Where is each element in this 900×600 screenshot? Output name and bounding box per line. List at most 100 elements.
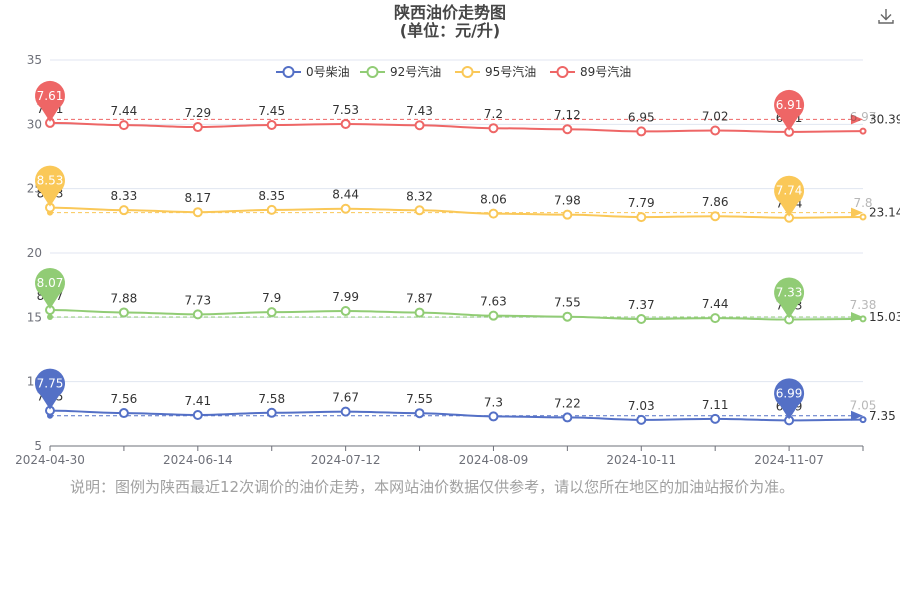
max-marker-label: 7.75: [37, 377, 64, 391]
data-label: 7.3: [484, 395, 503, 409]
data-label: 8.17: [184, 191, 211, 205]
average-value-label: 15.03: [869, 310, 900, 324]
data-label: 7.44: [111, 104, 138, 118]
data-point: [488, 310, 499, 321]
max-marker-shape: [35, 80, 65, 122]
data-label: 7.88: [111, 291, 138, 305]
min-marker-shape: [774, 175, 805, 217]
download-icon[interactable]: [876, 6, 896, 26]
data-point: [340, 203, 351, 214]
legend-symbol: [556, 66, 569, 78]
min-marker-label: 6.99: [776, 386, 803, 400]
data-label: 7.79: [628, 196, 655, 210]
series-line: [49, 121, 864, 133]
data-point: [266, 119, 277, 130]
data-label: 6.95: [628, 110, 655, 124]
data-label: 8.44: [332, 188, 359, 202]
legend: 0号柴油 92号汽油 95号汽油 89号汽油: [276, 64, 631, 79]
data-label: 7.73: [184, 293, 211, 307]
legend-item-0[interactable]: 0号柴油: [276, 65, 350, 79]
data-label: 8.32: [406, 189, 433, 203]
data-label: 7.9: [262, 291, 281, 305]
data-label: 8.35: [258, 189, 285, 203]
data-point: [488, 208, 499, 219]
data-point: [488, 123, 499, 134]
disclaimer-note: 说明：图例为陕西最近12次调价的油价走势，本网站油价数据仅供参考，请以您所在地区…: [70, 478, 795, 496]
series-0: 7.357.757.567.417.587.677.557.37.227.037…: [37, 390, 896, 426]
data-label: 7.55: [554, 296, 581, 310]
data-label: 7.11: [702, 398, 729, 412]
average-line-arrow: [851, 207, 863, 218]
data-point: [562, 311, 573, 322]
y-tick-label: 5: [34, 439, 42, 453]
data-point: [710, 313, 721, 324]
data-point: [710, 211, 721, 222]
legend-item-1[interactable]: 92号汽油: [360, 64, 441, 79]
data-point: [859, 213, 867, 221]
legend-label: 89号汽油: [580, 64, 631, 79]
legend-item-3[interactable]: 89号汽油: [550, 64, 631, 79]
data-point: [192, 309, 203, 320]
x-tick-label: 2024-10-11: [606, 453, 676, 467]
data-label: 7.67: [332, 391, 359, 405]
data-point: [636, 314, 647, 325]
data-point: [414, 408, 425, 419]
legend-item-2[interactable]: 95号汽油: [455, 64, 536, 79]
series-1: 15.038.077.887.737.97.997.877.637.557.37…: [37, 289, 900, 325]
max-marker-label: 8.53: [37, 174, 64, 188]
max-marker: 7.61: [35, 80, 65, 122]
x-tick-label: 2024-08-09: [459, 453, 529, 467]
y-tick-label: 30: [27, 117, 42, 131]
average-line-start: [47, 313, 53, 320]
data-label: 7.98: [554, 194, 581, 208]
average-line-arrow: [851, 410, 863, 421]
y-tick-label: 35: [27, 53, 42, 67]
data-point: [488, 411, 499, 422]
max-marker: 8.53: [35, 165, 65, 207]
series-2: 23.148.538.338.178.358.448.328.067.987.7…: [37, 187, 900, 223]
min-marker: 7.33: [774, 277, 805, 319]
data-label: 7.8: [853, 196, 872, 210]
data-point: [340, 118, 351, 129]
legend-label: 92号汽油: [390, 64, 441, 79]
data-point: [414, 120, 425, 131]
data-point: [118, 205, 129, 216]
data-label: 8.33: [111, 189, 138, 203]
data-label: 7.05: [850, 399, 877, 413]
max-marker-label: 7.61: [37, 89, 64, 103]
chart-title: 陕西油价走势图: [393, 3, 506, 22]
data-label: 7.12: [554, 108, 581, 122]
data-point: [562, 124, 573, 135]
data-label: 7.41: [184, 394, 211, 408]
max-marker: 7.75: [35, 368, 65, 410]
data-point: [859, 315, 867, 323]
data-label: 7.86: [702, 195, 729, 209]
chart-subtitle: (单位：元/升): [399, 21, 501, 40]
x-tick-label: 2024-06-14: [163, 453, 233, 467]
average-value-label: 30.39: [869, 112, 900, 126]
data-point: [266, 204, 277, 215]
legend-label: 0号柴油: [306, 65, 350, 79]
data-label: 7.02: [702, 110, 729, 124]
max-marker-shape: [35, 267, 65, 309]
average-line-arrow: [851, 114, 863, 125]
data-label: 7.44: [702, 297, 729, 311]
data-point: [118, 120, 129, 131]
x-tick-label: 2024-07-12: [311, 453, 381, 467]
data-point: [118, 307, 129, 318]
data-point: [192, 207, 203, 218]
data-label: 7.38: [850, 298, 877, 312]
data-label: 7.99: [332, 290, 359, 304]
min-marker-shape: [774, 89, 805, 131]
data-label: 7.22: [554, 396, 581, 410]
data-point: [636, 212, 647, 223]
legend-symbol: [282, 66, 295, 78]
average-line-arrow: [851, 311, 863, 322]
x-tick-label: 2024-11-07: [754, 453, 824, 467]
data-label: 7.56: [111, 392, 138, 406]
data-label: 7.45: [258, 104, 285, 118]
data-label: 7.63: [480, 295, 507, 309]
legend-label: 95号汽油: [485, 64, 536, 79]
legend-symbol: [461, 66, 474, 78]
